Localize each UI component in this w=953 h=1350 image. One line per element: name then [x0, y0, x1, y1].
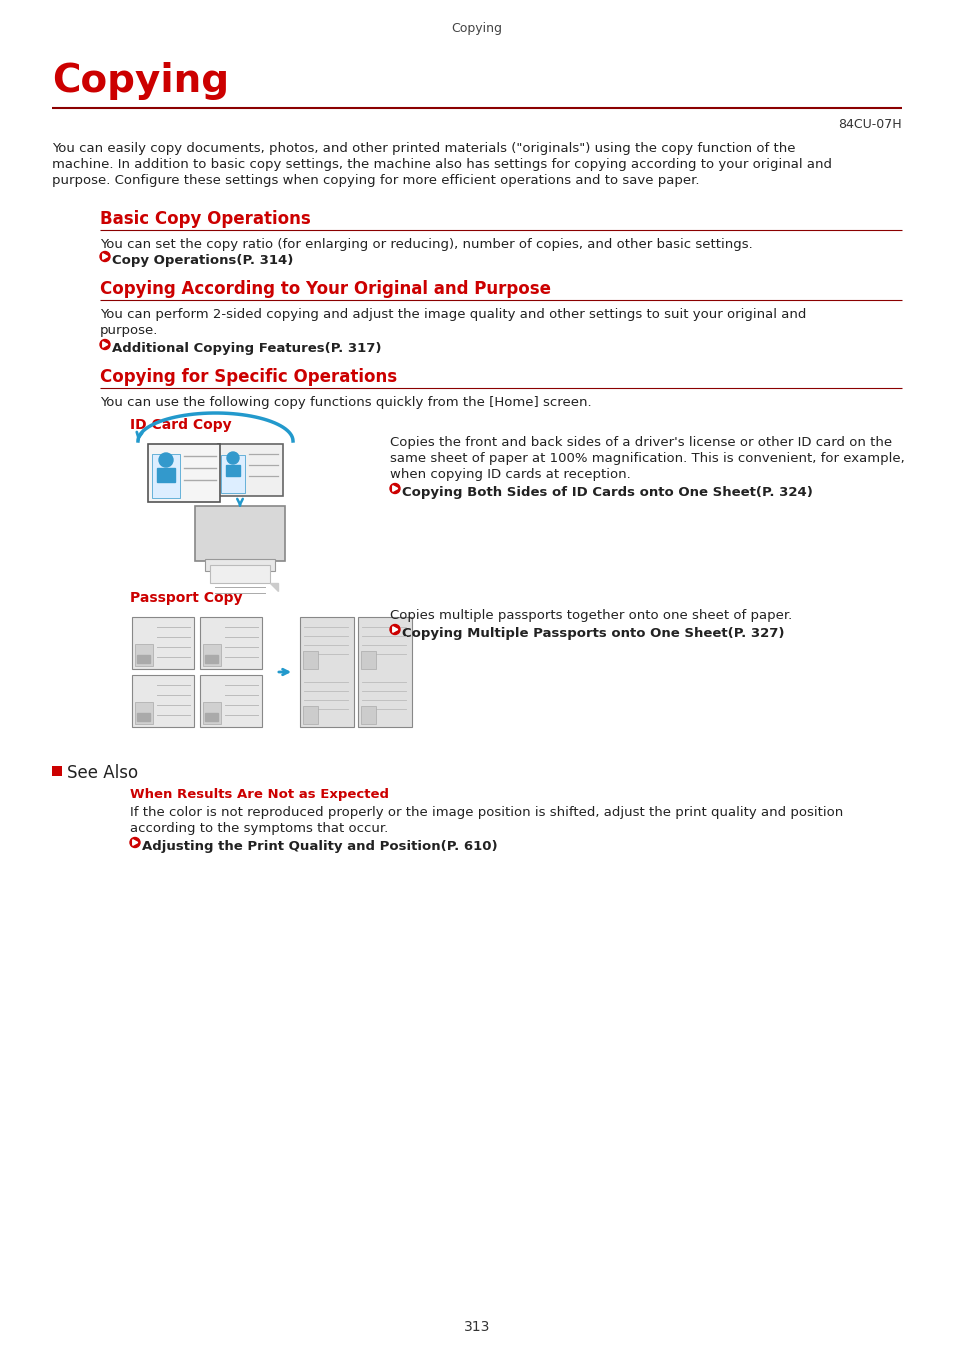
Bar	[194, 506, 285, 562]
Text: when copying ID cards at reception.: when copying ID cards at reception.	[390, 468, 630, 481]
Polygon shape	[103, 342, 108, 347]
Polygon shape	[137, 655, 150, 663]
Polygon shape	[103, 254, 108, 259]
Bar	[132, 675, 193, 728]
Text: Basic Copy Operations: Basic Copy Operations	[100, 211, 311, 228]
Circle shape	[100, 251, 110, 262]
Bar	[357, 617, 412, 728]
Bar	[303, 651, 317, 670]
Text: Copies the front and back sides of a driver's license or other ID card on the: Copies the front and back sides of a dri…	[390, 436, 891, 450]
Text: See Also: See Also	[67, 764, 138, 782]
Text: When Results Are Not as Expected: When Results Are Not as Expected	[130, 788, 389, 801]
Text: purpose. Configure these settings when copying for more efficient operations and: purpose. Configure these settings when c…	[52, 174, 699, 188]
Bar	[135, 644, 152, 666]
Circle shape	[390, 625, 399, 634]
Polygon shape	[157, 468, 174, 482]
Text: Copying for Specific Operations: Copying for Specific Operations	[100, 369, 396, 386]
Bar	[218, 444, 283, 495]
Text: Copies multiple passports together onto one sheet of paper.: Copies multiple passports together onto …	[390, 609, 791, 622]
Text: Passport Copy: Passport Copy	[130, 591, 242, 605]
Bar	[210, 566, 270, 583]
Bar	[135, 702, 152, 724]
Bar	[360, 706, 375, 724]
Text: Copying: Copying	[52, 62, 229, 100]
Bar	[221, 455, 245, 493]
Polygon shape	[226, 464, 240, 477]
Bar	[203, 644, 221, 666]
Bar	[299, 617, 354, 728]
Circle shape	[130, 837, 140, 848]
Text: You can perform 2-sided copying and adjust the image quality and other settings : You can perform 2-sided copying and adju…	[100, 308, 805, 321]
Text: Adjusting the Print Quality and Position(P. 610): Adjusting the Print Quality and Position…	[142, 840, 497, 853]
Text: 313: 313	[463, 1320, 490, 1334]
Bar	[52, 765, 62, 776]
Bar	[200, 675, 262, 728]
Text: Additional Copying Features(P. 317): Additional Copying Features(P. 317)	[112, 342, 381, 355]
Text: 84CU-07H: 84CU-07H	[838, 117, 901, 131]
Circle shape	[159, 454, 172, 467]
Bar	[203, 702, 221, 724]
Polygon shape	[205, 655, 218, 663]
Circle shape	[390, 483, 399, 494]
Polygon shape	[132, 840, 137, 845]
Bar	[205, 559, 274, 571]
Bar	[152, 454, 180, 498]
Text: You can set the copy ratio (for enlarging or reducing), number of copies, and ot: You can set the copy ratio (for enlargin…	[100, 238, 752, 251]
Polygon shape	[393, 486, 397, 491]
Text: Copy Operations(P. 314): Copy Operations(P. 314)	[112, 254, 294, 267]
Bar	[200, 617, 262, 670]
Text: If the color is not reproduced properly or the image position is shifted, adjust: If the color is not reproduced properly …	[130, 806, 842, 819]
Text: You can use the following copy functions quickly from the [Home] screen.: You can use the following copy functions…	[100, 396, 591, 409]
Text: Copying Both Sides of ID Cards onto One Sheet(P. 324): Copying Both Sides of ID Cards onto One …	[401, 486, 812, 500]
Text: purpose.: purpose.	[100, 324, 158, 338]
Bar	[360, 651, 375, 670]
Text: according to the symptoms that occur.: according to the symptoms that occur.	[130, 822, 388, 836]
Bar	[132, 617, 193, 670]
Polygon shape	[137, 713, 150, 721]
Bar	[148, 444, 220, 502]
Text: ID Card Copy: ID Card Copy	[130, 418, 232, 432]
Text: same sheet of paper at 100% magnification. This is convenient, for example,: same sheet of paper at 100% magnificatio…	[390, 452, 903, 464]
Polygon shape	[393, 626, 397, 632]
Text: machine. In addition to basic copy settings, the machine also has settings for c: machine. In addition to basic copy setti…	[52, 158, 831, 171]
Text: Copying Multiple Passports onto One Sheet(P. 327): Copying Multiple Passports onto One Shee…	[401, 626, 783, 640]
Circle shape	[100, 339, 110, 350]
Polygon shape	[205, 713, 218, 721]
Text: You can easily copy documents, photos, and other printed materials ("originals"): You can easily copy documents, photos, a…	[52, 142, 795, 155]
Polygon shape	[270, 583, 277, 591]
Text: Copying According to Your Original and Purpose: Copying According to Your Original and P…	[100, 279, 551, 298]
Bar	[303, 706, 317, 724]
Circle shape	[227, 452, 239, 464]
Text: Copying: Copying	[451, 22, 502, 35]
